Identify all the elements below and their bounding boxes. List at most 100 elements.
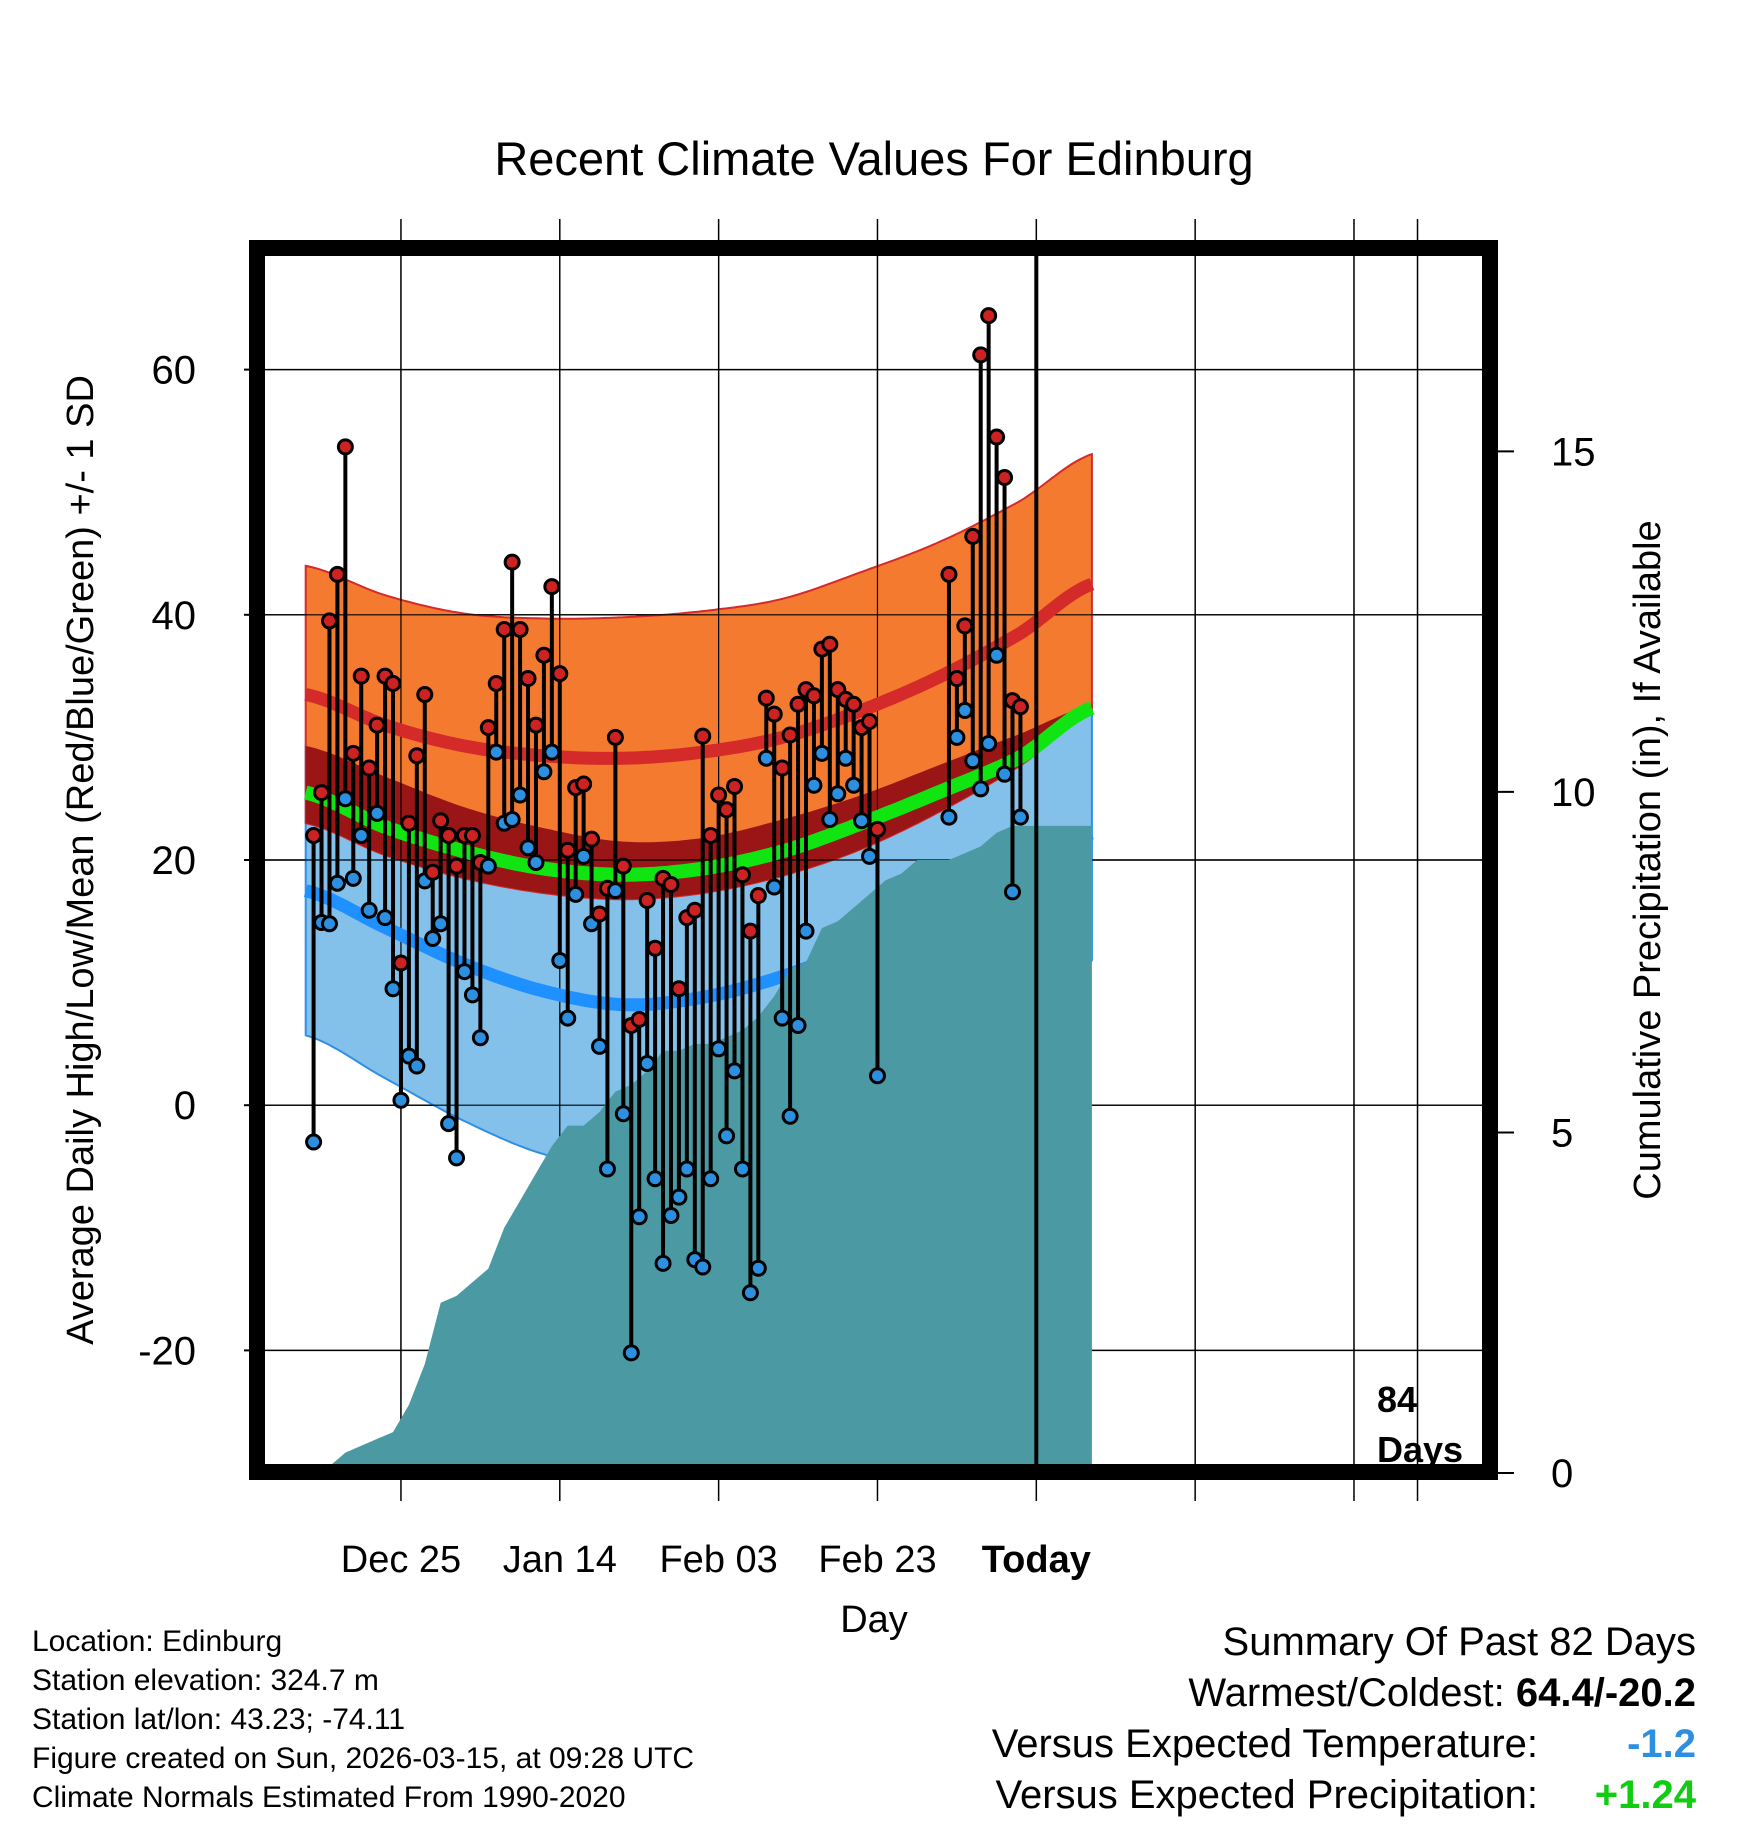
x-axis-label: Day <box>840 1599 908 1641</box>
daily-low-point <box>718 1127 736 1145</box>
daily-high-point <box>519 670 537 688</box>
daily-low-point <box>622 1344 640 1362</box>
normal-high-line <box>304 578 1095 765</box>
daily-high-point <box>662 876 680 894</box>
temp-anomaly-label: Versus Expected Temperature: <box>991 1722 1538 1766</box>
daily-low-point <box>837 749 855 767</box>
daily-low-point <box>598 1160 616 1178</box>
daily-low-point <box>543 743 561 761</box>
daily-high-point <box>670 980 688 998</box>
daily-low-point <box>376 909 394 927</box>
daily-low-point <box>749 1259 767 1277</box>
daily-high-point <box>408 747 426 765</box>
daily-low-point <box>805 776 823 794</box>
station-location: Location: Edinburg <box>32 1625 283 1658</box>
daily-low-point <box>980 735 998 753</box>
daily-low-point <box>463 986 481 1004</box>
y2-axis-label: Cumulative Precipitation (in), If Availa… <box>1627 520 1669 1199</box>
daily-low-point <box>440 1115 458 1133</box>
daily-low-point <box>606 882 624 900</box>
daily-low-point <box>868 1067 886 1085</box>
daily-high-point <box>749 887 767 905</box>
daily-low-point <box>765 878 783 896</box>
daily-low-point <box>996 765 1014 783</box>
daily-high-point <box>575 775 593 793</box>
daily-high-point <box>487 674 505 692</box>
station-elevation: Station elevation: 324.7 m <box>32 1664 379 1697</box>
daily-low-point <box>527 853 545 871</box>
daily-high-point <box>479 719 497 737</box>
daily-low-point <box>741 1284 759 1302</box>
summary-warmest-coldest-row: Warmest/Coldest: 64.4/-20.2 <box>992 1668 1696 1719</box>
daily-low-point <box>455 963 473 981</box>
daily-high-point <box>956 617 974 635</box>
daily-high-point <box>773 759 791 777</box>
daily-low-point <box>662 1207 680 1225</box>
daily-high-point <box>710 786 728 804</box>
daily-high-point <box>821 635 839 653</box>
daily-high-point <box>1011 698 1029 716</box>
daily-low-point <box>853 812 871 830</box>
daily-high-point <box>511 621 529 639</box>
warmest-coldest-value: 64.4/-20.2 <box>1515 1671 1696 1715</box>
daily-high-point <box>591 905 609 923</box>
daily-low-point <box>614 1105 632 1123</box>
x-tick-label: Dec 25 <box>341 1539 461 1581</box>
summary-precip-anomaly-row: Versus Expected Precipitation: +1.24 <box>992 1770 1696 1821</box>
daily-low-point <box>551 952 569 970</box>
daily-low-point <box>471 1029 489 1047</box>
daily-high-point <box>368 716 386 734</box>
daily-high-point <box>781 726 799 744</box>
daily-high-point <box>313 784 331 802</box>
y2-tick-label: 10 <box>1551 771 1596 815</box>
daily-high-point <box>400 814 418 832</box>
y2-tick-label: 0 <box>1551 1452 1573 1496</box>
warmest-coldest-label: Warmest/Coldest: <box>1188 1671 1505 1715</box>
x-tick-label: Feb 23 <box>818 1539 936 1581</box>
y-tick-label: 20 <box>152 839 197 883</box>
daily-high-point <box>320 612 338 630</box>
daily-low-point <box>781 1107 799 1125</box>
x-tick-label: Jan 14 <box>503 1539 617 1581</box>
daily-high-point <box>757 689 775 707</box>
daily-low-point <box>638 1055 656 1073</box>
y2-tick-label: 5 <box>1551 1111 1573 1155</box>
daily-high-point <box>718 801 736 819</box>
daily-high-point <box>392 954 410 972</box>
daily-low-point <box>789 1017 807 1035</box>
temp-anomaly-value: -1.2 <box>1627 1722 1696 1766</box>
daily-low-point <box>328 874 346 892</box>
today-days-count: 84 <box>1377 1379 1417 1420</box>
normal-overlap-band <box>305 705 1092 900</box>
daily-low-point <box>630 1208 648 1226</box>
daily-high-point <box>741 922 759 940</box>
daily-low-point <box>773 1009 791 1027</box>
daily-low-point <box>670 1188 688 1206</box>
daily-high-point <box>416 685 434 703</box>
daily-low-point <box>305 1133 323 1151</box>
daily-low-point <box>702 1170 720 1188</box>
daily-low-point <box>972 780 990 798</box>
daily-low-point <box>503 811 521 829</box>
daily-high-point <box>583 830 601 848</box>
daily-high-point <box>495 621 513 639</box>
daily-low-point <box>964 752 982 770</box>
daily-low-point <box>511 786 529 804</box>
daily-high-point <box>432 812 450 830</box>
plot-content <box>257 248 1490 1472</box>
daily-low-point <box>797 922 815 940</box>
daily-low-point <box>559 1009 577 1027</box>
daily-low-point <box>567 885 585 903</box>
daily-low-point <box>535 763 553 781</box>
station-info: Location: Edinburg Station elevation: 32… <box>32 1622 694 1817</box>
daily-low-point <box>392 1091 410 1109</box>
figure-created: Figure created on Sun, 2026-03-15, at 09… <box>32 1742 695 1775</box>
daily-low-point <box>948 728 966 746</box>
daily-high-point <box>328 565 346 583</box>
daily-high-point <box>646 939 664 957</box>
daily-high-point <box>551 665 569 683</box>
daily-low-point <box>368 804 386 822</box>
daily-low-point <box>956 701 974 719</box>
daily-high-point <box>733 866 751 884</box>
daily-low-point <box>575 847 593 865</box>
